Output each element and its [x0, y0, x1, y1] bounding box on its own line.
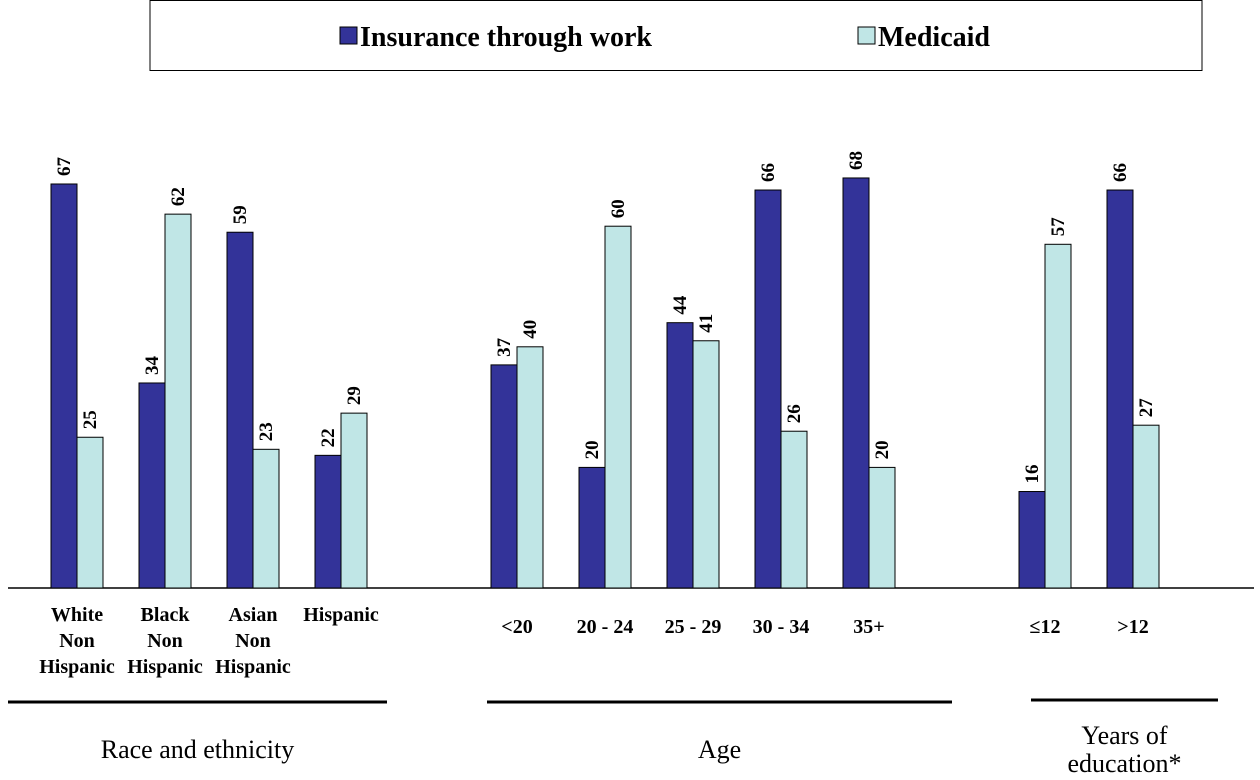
value-label: 60 [608, 199, 629, 218]
group-label: Race and ethnicity [100, 735, 295, 764]
bar [842, 177, 870, 589]
value-label: 16 [1022, 465, 1043, 484]
group-label: Years of education* [1067, 721, 1182, 778]
bar [666, 322, 694, 589]
value-label: 29 [344, 386, 365, 405]
x-tick-label: 25 - 29 [664, 616, 722, 638]
value-label: 34 [142, 355, 163, 375]
bar [252, 448, 280, 589]
bar [314, 454, 342, 589]
bar [340, 412, 368, 589]
value-label: 67 [54, 156, 75, 176]
bar [50, 183, 78, 589]
group-label: Age [697, 735, 742, 764]
value-label: 20 [872, 440, 893, 459]
bar [1018, 491, 1046, 589]
value-label: 37 [494, 337, 515, 357]
value-label: 22 [318, 428, 339, 447]
x-tick-label: White Non Hispanic [39, 604, 115, 678]
value-label: 26 [784, 404, 805, 423]
bar [490, 364, 518, 589]
legend-box [149, 0, 1203, 71]
x-tick-label: >12 [1117, 616, 1149, 638]
x-tick-label: Hispanic [303, 604, 379, 626]
value-label: 66 [1110, 163, 1131, 182]
legend-swatch [339, 26, 358, 45]
value-label: 25 [80, 410, 101, 429]
legend-label: Medicaid [878, 22, 990, 53]
x-tick-label: <20 [501, 616, 533, 638]
value-label: 57 [1048, 217, 1069, 237]
bar [1106, 189, 1134, 589]
bar [868, 466, 896, 589]
bar [226, 231, 254, 589]
x-tick-label: Black Non Hispanic [127, 604, 203, 678]
x-tick-label: 20 - 24 [576, 616, 634, 638]
value-label: 59 [230, 205, 251, 224]
bar [1044, 243, 1072, 589]
bar [1132, 424, 1160, 589]
bar [164, 213, 192, 589]
bar [516, 346, 544, 589]
x-tick-label: Asian Non Hispanic [215, 604, 291, 678]
bar [754, 189, 782, 589]
legend-swatch [857, 26, 876, 45]
value-label: 62 [168, 187, 189, 206]
bar [692, 340, 720, 589]
value-label: 20 [582, 440, 603, 459]
value-label: 44 [670, 295, 691, 315]
x-tick-label: 30 - 34 [752, 616, 810, 638]
x-tick-label: ≤12 [1029, 616, 1061, 638]
value-label: 23 [256, 422, 277, 441]
bar [780, 430, 808, 589]
bar [578, 466, 606, 589]
bar [138, 382, 166, 589]
value-label: 27 [1136, 398, 1157, 418]
value-label: 40 [520, 320, 541, 339]
value-label: 68 [846, 151, 867, 170]
value-label: 66 [758, 163, 779, 182]
bar [76, 436, 104, 589]
bar [604, 225, 632, 589]
legend-label: Insurance through work [360, 22, 652, 53]
value-label: 41 [696, 314, 717, 333]
x-tick-label: 35+ [853, 616, 885, 638]
